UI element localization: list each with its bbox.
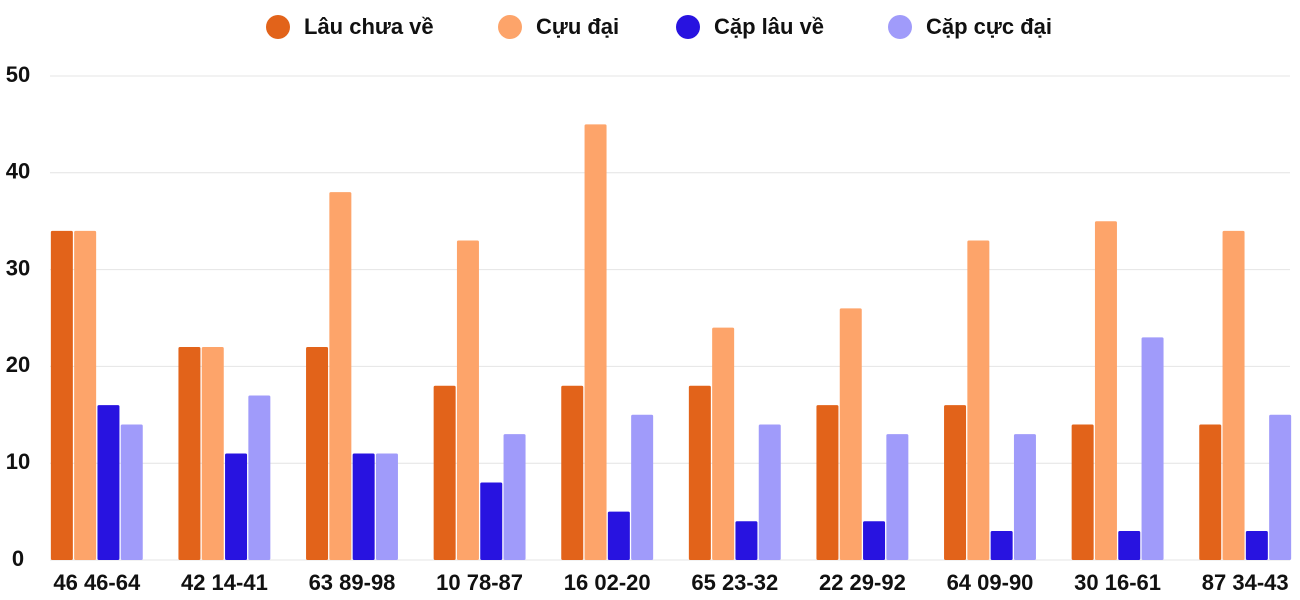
bar xyxy=(352,453,375,560)
x-tick-label: 87 34-43 xyxy=(1202,570,1289,595)
legend-swatch xyxy=(888,15,912,39)
y-tick-label: 30 xyxy=(6,255,30,280)
bar xyxy=(248,395,271,560)
bar xyxy=(712,327,735,560)
bar xyxy=(561,385,584,560)
legend-swatch xyxy=(498,15,522,39)
legend-label: Cựu đại xyxy=(536,14,619,39)
bar xyxy=(688,385,711,560)
bar xyxy=(607,511,630,560)
x-tick-label: 42 14-41 xyxy=(181,570,268,595)
bar xyxy=(990,530,1013,560)
bar xyxy=(1094,221,1117,560)
bar xyxy=(503,434,526,560)
legend-label: Lâu chưa về xyxy=(304,14,434,39)
bar xyxy=(758,424,781,560)
bar xyxy=(735,521,758,560)
bar xyxy=(863,521,886,560)
legend-swatch xyxy=(676,15,700,39)
bar xyxy=(967,240,990,560)
bar xyxy=(1118,530,1141,560)
bar xyxy=(97,405,120,560)
bar xyxy=(375,453,398,560)
x-tick-label: 30 16-61 xyxy=(1074,570,1161,595)
bar xyxy=(480,482,503,560)
y-tick-label: 40 xyxy=(6,159,30,184)
bar xyxy=(1222,230,1245,560)
x-tick-label: 10 78-87 xyxy=(436,570,523,595)
bar xyxy=(1269,414,1292,560)
x-tick-label: 22 29-92 xyxy=(819,570,906,595)
bar xyxy=(1141,337,1164,560)
y-tick-label: 0 xyxy=(12,546,24,571)
bar xyxy=(1245,530,1268,560)
bar xyxy=(306,347,329,560)
bar xyxy=(433,385,456,560)
y-tick-label: 10 xyxy=(6,449,30,474)
bar xyxy=(120,424,143,560)
bar xyxy=(201,347,224,560)
bar xyxy=(839,308,862,560)
x-tick-label: 65 23-32 xyxy=(691,570,778,595)
bar xyxy=(816,405,839,560)
bar xyxy=(456,240,479,560)
x-tick-label: 63 89-98 xyxy=(309,570,396,595)
bar xyxy=(74,230,97,560)
bar xyxy=(584,124,607,561)
y-tick-label: 20 xyxy=(6,352,30,377)
legend-swatch xyxy=(266,15,290,39)
y-tick-label: 50 xyxy=(6,62,30,87)
x-tick-label: 64 09-90 xyxy=(947,570,1034,595)
bar xyxy=(1013,434,1036,560)
bar xyxy=(944,405,967,560)
bar xyxy=(329,192,352,560)
bar xyxy=(631,414,654,560)
bar xyxy=(886,434,909,560)
legend-label: Cặp lâu về xyxy=(714,14,824,39)
legend-label: Cặp cực đại xyxy=(926,14,1052,39)
bar xyxy=(178,347,201,560)
bar xyxy=(1071,424,1094,560)
bar xyxy=(1199,424,1222,560)
bar xyxy=(225,453,248,560)
x-tick-label: 16 02-20 xyxy=(564,570,651,595)
bar xyxy=(50,230,73,560)
x-tick-label: 46 46-64 xyxy=(53,570,141,595)
